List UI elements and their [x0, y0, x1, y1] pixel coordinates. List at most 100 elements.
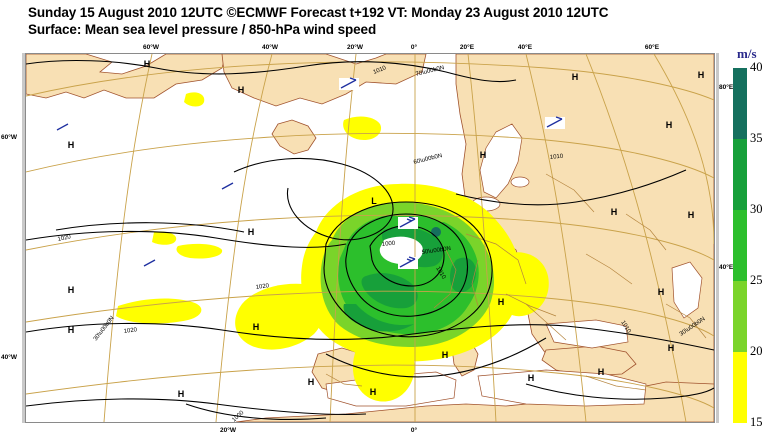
svg-text:H: H [572, 72, 579, 82]
colorbar-tick: 35 [750, 131, 763, 145]
isobar-1010-mediterranean [525, 383, 714, 400]
svg-text:H: H [668, 343, 675, 353]
axis-tick-label: 20°E [459, 44, 475, 51]
svg-text:H: H [598, 367, 605, 377]
colorbar-band-25-30 [733, 210, 747, 281]
isobar-atlantic-ridge [233, 157, 394, 241]
lake-ladoga [510, 176, 530, 188]
wind-barb [545, 116, 565, 129]
colorbar-tick: 20 [750, 344, 763, 358]
isobar-1000-cyclone-outer [323, 201, 493, 338]
isobar-992-cyclone-inner [369, 225, 445, 287]
wind-barb [398, 216, 418, 229]
axis-tick-label: 40°W [1, 354, 17, 361]
axis-tick-label: 60°W [1, 134, 17, 141]
meridian-60W [103, 54, 153, 422]
axis-tick-label: 0° [410, 427, 418, 434]
country-borders [325, 173, 707, 391]
svg-text:H: H [688, 210, 695, 220]
windspeed-band-15-20-s-lobe [352, 342, 415, 402]
parallel-40N [26, 290, 714, 337]
parallel-60N [26, 132, 714, 179]
svg-text:H: H [666, 120, 673, 130]
canada-greenland-landmass [26, 54, 227, 99]
axis-tick-label: 60°W [143, 44, 159, 51]
meridian-40W [215, 54, 273, 422]
wind-barb [220, 181, 235, 191]
colorbar-gradient [733, 68, 747, 423]
isobar-1010-south [325, 337, 547, 378]
north-africa-landmass [235, 381, 714, 422]
colorbar-tick: 15 [750, 415, 763, 429]
windspeed-patch-atlantic-3 [176, 243, 223, 259]
svg-text:H: H [253, 322, 260, 332]
svg-text:H: H [698, 70, 705, 80]
colorbar-tick: 30 [750, 202, 763, 216]
isobars [26, 59, 714, 421]
colorbar-tick: 40 [750, 60, 763, 74]
parallel-70N [26, 61, 714, 101]
wind-barb [142, 258, 157, 268]
isobar-label-1000: 1000 [382, 241, 397, 248]
title-line-2: Surface: Mean sea level pressure / 850-h… [28, 22, 377, 37]
svg-text:H: H [611, 207, 618, 217]
svg-text:H: H [498, 297, 505, 307]
meridian-20W [329, 54, 357, 422]
svg-text:H: H [370, 387, 377, 397]
isobar-1010-east [455, 169, 687, 206]
parallel-50N [26, 214, 714, 261]
caspian-sea [671, 261, 703, 319]
baltic-sea [479, 123, 523, 199]
wind-barb [398, 256, 418, 269]
weather-map[interactable]: L H H H H H H H H H H H H H H H H [25, 53, 715, 423]
colorbar-tick: 25 [750, 273, 763, 287]
isobar-1000-south [26, 398, 367, 416]
svg-text:H: H [178, 389, 185, 399]
iceland-landmass [271, 119, 317, 155]
anatolia-landmass [541, 345, 637, 377]
windspeed-patch-atlantic-1 [116, 298, 202, 324]
svg-text:H: H [68, 140, 75, 150]
meridian-40E [525, 54, 587, 422]
pressure-centre-labels: L H H H H H H H H H H H H H H H H [68, 59, 705, 399]
meridian-20E [467, 54, 497, 422]
axis-tick-label: 40°E [719, 264, 734, 271]
svg-text:H: H [68, 285, 75, 295]
isobar-1020-north [26, 230, 347, 248]
windspeed-shading [116, 92, 549, 402]
svg-text:H: H [248, 227, 255, 237]
meridian-60E [585, 54, 687, 422]
isobar-north-1 [26, 59, 517, 83]
axis-tick-label: 40°E [517, 44, 533, 51]
svg-text:H: H [528, 373, 535, 383]
graticule [26, 54, 714, 422]
colorbar-legend: m/s 40 35 30 25 20 15 [733, 46, 776, 436]
svg-text:H: H [68, 325, 75, 335]
isobar-label-1020: 1020 [57, 234, 72, 243]
wind-barb [55, 122, 70, 132]
windspeed-spiral-arm-east [410, 222, 479, 330]
svg-text:H: H [480, 150, 487, 160]
colorbar-band-15-20 [733, 352, 747, 423]
windspeed-band-35-40-core [431, 227, 441, 237]
axis-rail-right [716, 53, 719, 423]
isobar-label-1010c: 1010 [550, 154, 565, 161]
wind-barb [339, 77, 359, 90]
axis-tick-label: 0° [410, 44, 418, 51]
chart-title-block: Sunday 15 August 2010 12UTC ©ECMWF Forec… [28, 4, 728, 38]
colorbar-band-20-25 [733, 281, 747, 352]
isobar-1020-upper [55, 222, 245, 233]
graticule-label-50N: 50\u00b0N [421, 246, 451, 256]
axis-tick-label: 20°W [220, 427, 236, 434]
svg-text:H: H [144, 59, 151, 69]
windspeed-band-30-35-east [450, 257, 476, 293]
black-sea [545, 319, 629, 349]
svg-text:H: H [238, 85, 245, 95]
colorbar-units-label: m/s [737, 46, 757, 61]
windspeed-patch-greenland [184, 92, 205, 107]
axis-rail-left [22, 53, 25, 423]
isobar-label-1020c: 1020 [123, 327, 138, 335]
greenland-landmass [221, 54, 427, 107]
low-centre-L: L [371, 196, 377, 206]
colorbar-band-30-35 [733, 139, 747, 210]
